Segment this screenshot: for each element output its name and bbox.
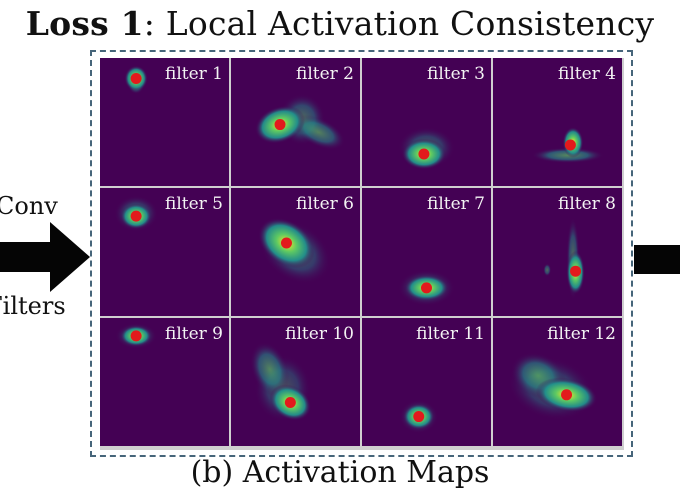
activation-map-12: filter 12 — [493, 318, 622, 446]
activation-blob — [250, 342, 290, 397]
filter-label: filter 7 — [426, 194, 485, 214]
peak-dot — [130, 330, 142, 342]
filter-label: filter 10 — [285, 324, 354, 344]
peak-dot — [413, 411, 425, 423]
filter-label: filter 2 — [295, 64, 354, 84]
filter-label: filter 6 — [295, 194, 354, 214]
filter-label: filter 5 — [164, 194, 223, 214]
peak-dot — [570, 265, 582, 277]
activation-map-9: filter 9 — [100, 318, 229, 446]
caption: (b) Activation Maps — [190, 455, 490, 490]
left-arrow-icon — [0, 222, 90, 292]
activation-map-4: filter 4 — [493, 58, 622, 186]
heatmap-9 — [115, 323, 157, 349]
peak-dot — [274, 119, 286, 131]
activation-blob — [543, 263, 552, 277]
label-filters: Filters — [0, 292, 66, 320]
activation-map-11: filter 11 — [362, 318, 491, 446]
title-rest: : Local Activation Consistency — [143, 4, 655, 43]
heatmap-7 — [398, 269, 455, 306]
heatmap-10 — [250, 342, 312, 422]
diagram-title: Loss 1: Local Activation Consistency — [0, 4, 680, 43]
filter-label: filter 4 — [557, 64, 616, 84]
heatmap-1 — [124, 65, 148, 94]
heatmap-5 — [114, 195, 159, 232]
activation-map-10: filter 10 — [231, 318, 360, 446]
heatmap-12 — [507, 352, 598, 421]
peak-dot — [284, 396, 296, 408]
peak-dot — [564, 139, 576, 151]
activation-map-5: filter 5 — [100, 188, 229, 316]
activation-maps-grid: filter 1 filter 2 filter 3 filter 4 filter 5… — [100, 58, 624, 450]
activation-blob — [292, 114, 346, 150]
heatmap-6 — [258, 217, 332, 285]
filter-label: filter 9 — [164, 324, 223, 344]
peak-dot — [280, 237, 292, 249]
activation-map-8: filter 8 — [493, 188, 622, 316]
title-bold: Loss 1 — [25, 4, 144, 43]
right-arrow-icon — [634, 245, 680, 274]
activation-map-1: filter 1 — [100, 58, 229, 186]
peak-dot — [130, 72, 142, 84]
activation-map-6: filter 6 — [231, 188, 360, 316]
activation-maps-frame — [90, 50, 633, 457]
heatmap-3 — [398, 127, 455, 170]
peak-dot — [418, 148, 430, 160]
filter-label: filter 1 — [164, 64, 223, 84]
heatmap-8 — [543, 217, 585, 300]
peak-dot — [561, 389, 573, 401]
filter-label: filter 3 — [426, 64, 485, 84]
activation-map-3: filter 3 — [362, 58, 491, 186]
filter-label: filter 11 — [416, 324, 485, 344]
peak-dot — [421, 282, 432, 294]
heatmap-4 — [531, 127, 604, 163]
heatmap-11 — [399, 399, 439, 434]
label-conv: Conv — [0, 192, 58, 220]
peak-dot — [130, 210, 142, 222]
filter-label: filter 12 — [547, 324, 616, 344]
heatmap-2 — [255, 93, 346, 150]
activation-map-7: filter 7 — [362, 188, 491, 316]
filter-label: filter 8 — [557, 194, 616, 214]
activation-map-2: filter 2 — [231, 58, 360, 186]
